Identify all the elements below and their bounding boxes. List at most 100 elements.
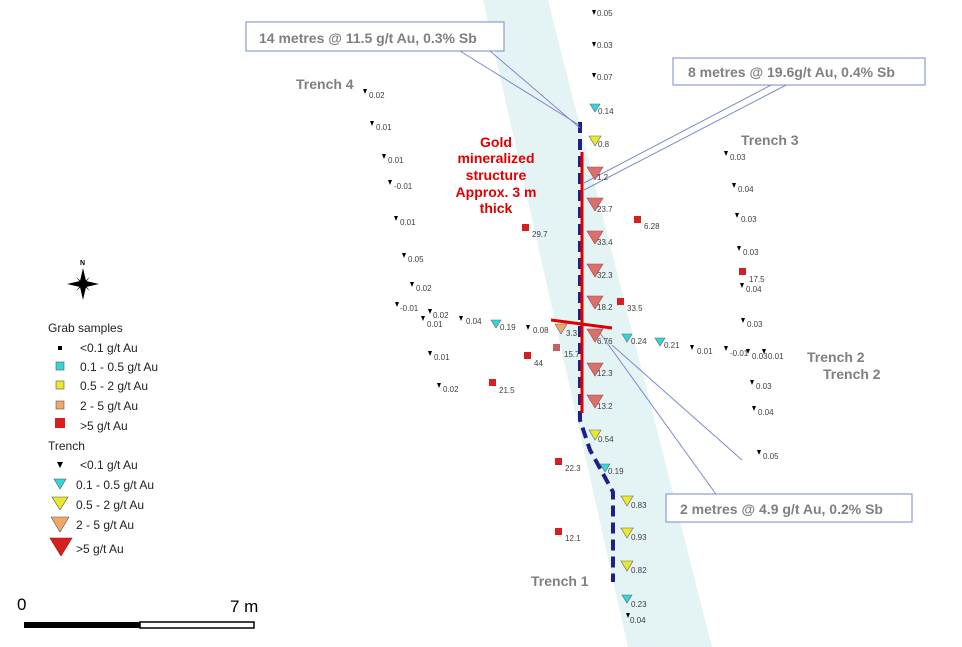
sample-label: 1.2	[597, 173, 609, 182]
legend-grab-marker-2-5	[55, 400, 65, 410]
legend-trench-marker-05-2	[51, 496, 69, 511]
sample-label: 0.01	[697, 347, 713, 356]
scale-start-label: 0	[17, 595, 26, 614]
trench-sample-marker	[724, 151, 728, 156]
legend-grab-marker-01-05	[55, 361, 65, 371]
sample-label: 13.2	[597, 402, 613, 411]
trench-sample-marker	[370, 121, 374, 126]
trench-sample-marker	[589, 103, 601, 113]
sample-label: 0.19	[500, 323, 516, 332]
sample-label: 3.3	[566, 329, 578, 338]
trench-sample-marker	[586, 230, 604, 245]
sample-label: 0.05	[763, 452, 779, 461]
sample-label: 0.02	[433, 311, 449, 320]
legend-grab-marker-05-2	[55, 380, 65, 390]
sample-label: 21.5	[499, 386, 515, 395]
grab-sample-marker	[555, 528, 562, 535]
sample-label: 0.03	[741, 215, 757, 224]
trench-sample-marker	[620, 527, 634, 539]
svg-text:Gold: Gold	[480, 134, 512, 150]
legend-trench-marker-2-5	[50, 516, 70, 533]
trench-sample-marker	[586, 263, 604, 278]
trench-sample-marker	[757, 450, 761, 455]
sample-label: 0.01	[427, 320, 443, 329]
sample-label: 0.24	[631, 337, 647, 346]
sample-label: 0.04	[630, 616, 646, 625]
legend-trench-item: 2 - 5 g/t Au	[76, 518, 134, 532]
trench-sample-marker	[620, 495, 634, 507]
sample-label: -0.01	[400, 304, 419, 313]
trench-sample-marker	[592, 73, 596, 78]
sample-label: 0.8	[598, 140, 610, 149]
trench-4-label: Trench 4	[296, 76, 354, 92]
legend-grab-item: >5 g/t Au	[80, 419, 128, 433]
sample-label: 0.03	[752, 352, 768, 361]
sample-label: 32.3	[597, 271, 613, 280]
sample-label: 12.3	[597, 369, 613, 378]
trench-3-label: Trench 3	[741, 132, 799, 148]
legend-grab-marker-lt01	[58, 346, 62, 350]
sample-label: 0.01	[434, 353, 450, 362]
sample-label: 15.7	[564, 350, 580, 359]
trench-sample-marker	[437, 383, 441, 388]
sample-label: 0.05	[408, 255, 424, 264]
legend: Grab samples <0.1 g/t Au 0.1 - 0.5 g/t A…	[48, 321, 158, 557]
trench-sample-marker	[621, 594, 633, 604]
trench-sample-marker	[394, 216, 398, 221]
trench-samples: 0.05 0.03 0.07 0.14 0.8 1.2 23.7 33.4 32…	[363, 9, 784, 625]
trench-1-label: Trench 1	[531, 573, 589, 589]
trench-sample-marker	[388, 180, 392, 185]
trench-sample-marker	[750, 380, 754, 385]
trench-sample-marker	[526, 325, 530, 330]
north-arrow: N	[67, 260, 99, 300]
grab-sample-marker	[524, 352, 531, 359]
trench-2-label: Trench 2	[807, 349, 865, 365]
grab-sample-marker	[739, 268, 746, 275]
legend-grab-marker-gt5	[55, 418, 65, 428]
sample-label: 0.04	[466, 317, 482, 326]
trench-sample-marker	[586, 394, 604, 409]
trench-sample-marker	[382, 154, 386, 159]
sample-label: -0.01	[730, 349, 749, 358]
sample-label: 0.04	[758, 408, 774, 417]
trench-sample-marker	[586, 362, 604, 377]
trench-sample-marker	[586, 166, 604, 181]
sample-label: 44	[534, 359, 543, 368]
sample-label: 0.01	[388, 156, 404, 165]
trench-sample-marker	[588, 135, 602, 147]
legend-grab-title: Grab samples	[48, 321, 123, 335]
sample-label: 0.07	[597, 73, 613, 82]
sample-label: 0.19	[608, 467, 624, 476]
sample-label: 0.83	[631, 501, 647, 510]
trench-sample-marker	[395, 302, 399, 307]
trench-sample-marker	[762, 349, 766, 354]
sample-label: 17.5	[749, 275, 765, 284]
callout-2: 8 metres @ 19.6g/t Au, 0.4% Sb	[672, 57, 926, 86]
grab-sample-marker	[522, 224, 529, 231]
grab-sample-marker	[489, 379, 496, 386]
trench-sample-marker	[490, 319, 502, 329]
trench-sample-marker	[746, 349, 750, 354]
trench-sample-marker	[592, 10, 596, 15]
trench-sample-marker	[588, 429, 602, 441]
legend-grab-item: 0.1 - 0.5 g/t Au	[80, 360, 158, 374]
legend-trench-marker-01-05	[53, 478, 67, 490]
sample-label: 0.03	[597, 41, 613, 50]
sample-label: 0.03	[747, 320, 763, 329]
trench-sample-marker	[654, 337, 666, 347]
sample-label: 0.04	[746, 285, 762, 294]
sample-label: 0.01	[376, 123, 392, 132]
sample-label: 0.03	[730, 153, 746, 162]
sample-label: 33.4	[597, 238, 613, 247]
sample-label: 33.5	[627, 304, 643, 313]
sample-label: 0.82	[631, 566, 647, 575]
callout-3-text: 2 metres @ 4.9 g/t Au, 0.2% Sb	[680, 501, 883, 517]
trench-sample-marker	[363, 89, 367, 94]
trench-sample-marker	[626, 613, 630, 618]
trench-sample-marker	[690, 345, 694, 350]
sample-label: 0.03	[743, 248, 759, 257]
sample-label: 0.02	[416, 284, 432, 293]
grab-sample-marker	[553, 344, 560, 351]
callout-leaders	[459, 50, 791, 498]
